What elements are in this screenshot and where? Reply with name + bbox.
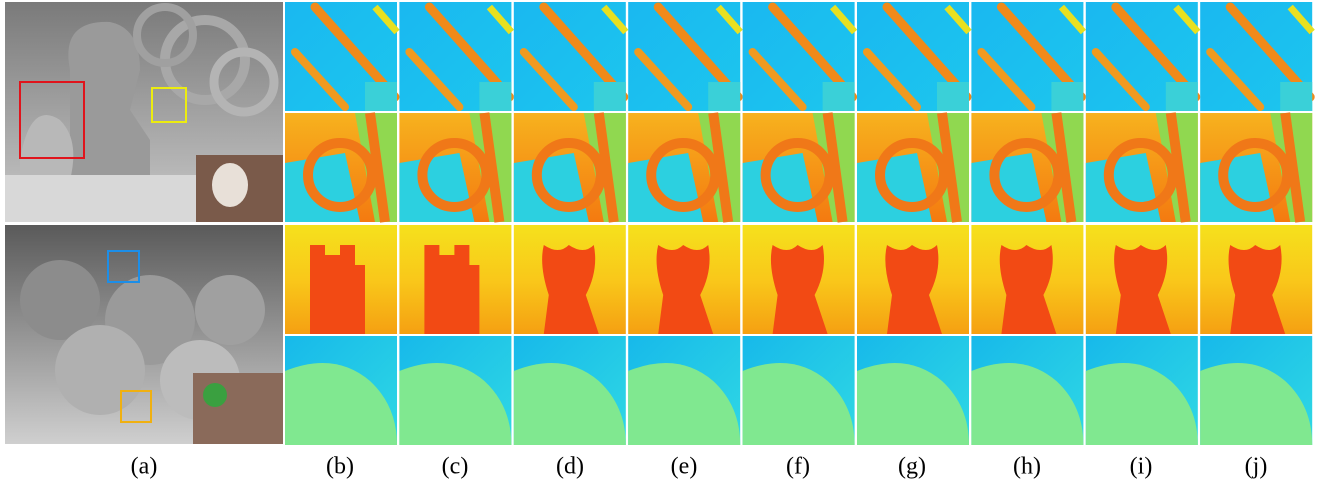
result-tile bbox=[628, 336, 740, 445]
result-tile bbox=[399, 225, 511, 334]
panel-label: (f) bbox=[786, 454, 810, 480]
panel-label: (d) bbox=[556, 454, 584, 480]
result-tile bbox=[514, 336, 626, 445]
result-tile bbox=[743, 225, 855, 334]
result-tile bbox=[628, 2, 740, 111]
result-tile bbox=[971, 336, 1083, 445]
result-tile bbox=[514, 225, 626, 334]
result-tile bbox=[1200, 2, 1312, 111]
result-tile bbox=[285, 336, 397, 445]
result-tile bbox=[971, 113, 1083, 222]
result-tile bbox=[628, 113, 740, 222]
result-tile bbox=[514, 113, 626, 222]
panel-label: (g) bbox=[898, 454, 926, 480]
patch bbox=[1051, 82, 1083, 111]
depth-image-bottom bbox=[5, 225, 283, 444]
result-tile bbox=[1086, 113, 1198, 222]
result-tile bbox=[971, 2, 1083, 111]
panel-label: (i) bbox=[1130, 454, 1153, 480]
panel-label: (h) bbox=[1013, 454, 1041, 480]
patch bbox=[823, 82, 855, 111]
result-tile bbox=[857, 336, 969, 445]
patch bbox=[1166, 82, 1198, 111]
panel-label: (b) bbox=[326, 454, 354, 480]
patch bbox=[594, 82, 626, 111]
result-tile bbox=[399, 2, 511, 111]
result-tile bbox=[514, 2, 626, 111]
result-tile bbox=[285, 2, 397, 111]
result-tile bbox=[1086, 225, 1198, 334]
panel-label: (j) bbox=[1245, 454, 1268, 480]
result-tile bbox=[1200, 336, 1312, 445]
panel-label: (e) bbox=[671, 454, 698, 480]
result-tile bbox=[743, 336, 855, 445]
result-tile bbox=[857, 113, 969, 222]
result-tile bbox=[285, 225, 397, 334]
figure: (a) (b) (c) (d) (e) (f) (g) (h) (i) (j) bbox=[0, 0, 1317, 489]
depth-image-top bbox=[5, 2, 283, 222]
result-tile bbox=[285, 113, 397, 222]
result-tile bbox=[743, 2, 855, 111]
patch bbox=[708, 82, 740, 111]
patch bbox=[479, 82, 511, 111]
result-tile bbox=[399, 113, 511, 222]
result-tile bbox=[1086, 336, 1198, 445]
result-tile bbox=[1200, 113, 1312, 222]
patch bbox=[365, 82, 397, 111]
result-tile bbox=[743, 113, 855, 222]
result-tile bbox=[857, 2, 969, 111]
result-tile bbox=[857, 225, 969, 334]
panel-label: (c) bbox=[442, 454, 469, 480]
panel-label: (a) bbox=[131, 454, 158, 480]
result-tile bbox=[628, 225, 740, 334]
patch bbox=[937, 82, 969, 111]
patch bbox=[1280, 82, 1312, 111]
result-tile bbox=[1086, 2, 1198, 111]
result-tile bbox=[971, 225, 1083, 334]
result-tile bbox=[399, 336, 511, 445]
result-tile bbox=[1200, 225, 1312, 334]
